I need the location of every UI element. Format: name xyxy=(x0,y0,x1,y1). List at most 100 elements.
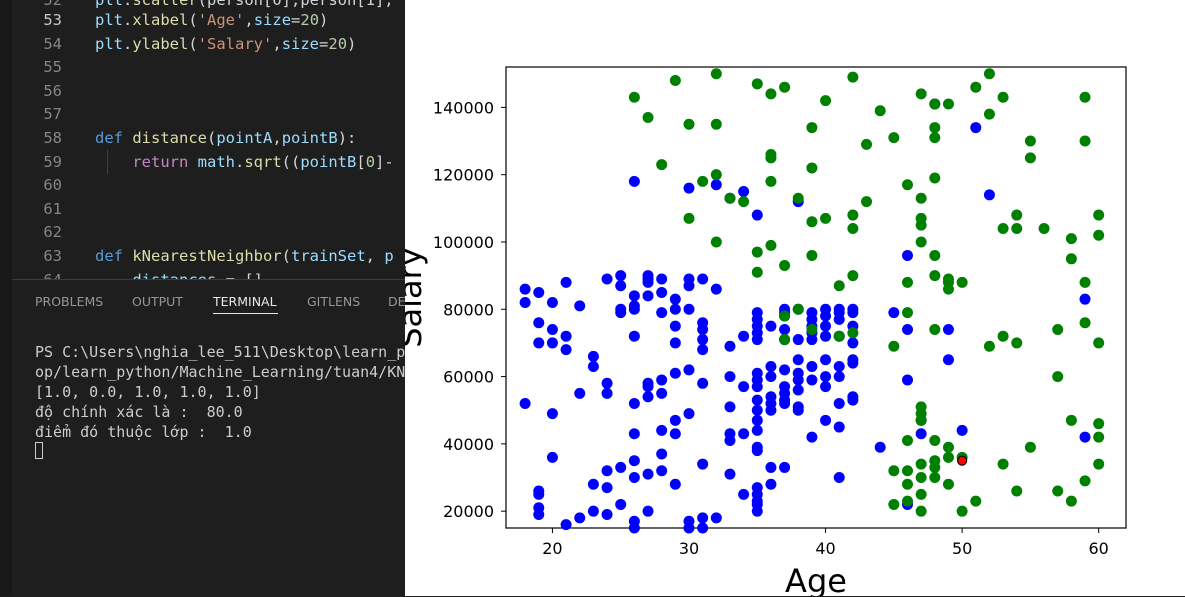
data-point xyxy=(615,270,627,282)
y-tick-label: 60000 xyxy=(443,368,494,387)
code-token: (person[0],person[1], xyxy=(197,0,394,9)
data-point xyxy=(738,196,750,208)
data-point xyxy=(901,495,913,507)
data-point xyxy=(792,354,804,366)
data-point xyxy=(615,280,627,292)
data-point xyxy=(656,286,668,298)
data-point xyxy=(942,283,954,295)
data-point xyxy=(765,461,777,473)
code-text: distances = [] xyxy=(95,268,263,279)
data-point xyxy=(820,381,832,393)
data-point xyxy=(956,276,968,288)
data-point xyxy=(656,448,668,460)
data-point xyxy=(915,414,927,426)
data-point xyxy=(983,108,995,120)
data-point xyxy=(669,303,681,315)
x-tick-label: 50 xyxy=(952,539,972,558)
code-token: 20 xyxy=(328,34,348,53)
code-token: 'Salary' xyxy=(197,34,273,53)
data-point xyxy=(751,381,763,393)
data-point xyxy=(1079,91,1091,103)
line-number: 56 xyxy=(43,81,62,100)
data-point xyxy=(751,404,763,416)
data-point xyxy=(1052,485,1064,497)
scatter-chart: 20 30 40 50 60 20000 40000 60000 80000 100000 1200… xyxy=(405,66,1127,596)
data-point xyxy=(546,408,558,420)
data-point xyxy=(833,280,845,292)
data-point xyxy=(929,270,941,282)
line-number: 52 xyxy=(43,0,62,9)
data-point xyxy=(683,408,695,420)
data-point xyxy=(1065,253,1077,265)
data-point xyxy=(1093,458,1105,470)
code-token: ( xyxy=(188,11,198,29)
data-point xyxy=(847,270,859,282)
data-point xyxy=(710,179,722,191)
code-token: sqrt xyxy=(244,152,282,171)
data-point xyxy=(533,509,545,521)
data-point xyxy=(956,424,968,436)
y-tick-label: 40000 xyxy=(443,435,494,454)
data-point xyxy=(560,330,572,342)
tab-debug-console[interactable]: DE xyxy=(388,294,405,309)
data-point xyxy=(560,276,572,288)
data-point xyxy=(615,461,627,473)
data-point xyxy=(820,354,832,366)
data-point xyxy=(669,428,681,440)
data-point xyxy=(779,334,791,346)
code-token xyxy=(95,271,132,279)
code-token: , xyxy=(272,34,282,53)
data-point xyxy=(792,374,804,386)
data-point xyxy=(1065,414,1077,426)
data-point xyxy=(1052,371,1064,383)
data-point xyxy=(765,88,777,100)
data-point xyxy=(697,512,709,524)
code-token: . xyxy=(123,11,133,29)
data-point xyxy=(915,458,927,470)
data-point xyxy=(710,236,722,248)
y-tick-label: 140000 xyxy=(433,98,494,117)
code-token: = [] xyxy=(216,271,263,279)
tab-gitlens[interactable]: GITLENS xyxy=(307,294,361,309)
code-token: distance xyxy=(132,129,207,147)
data-point xyxy=(656,159,668,171)
terminal-line: điểm đó thuộc lớp : 1.0 xyxy=(35,423,252,441)
x-tick-label: 30 xyxy=(679,539,699,558)
data-point xyxy=(710,512,722,524)
data-point xyxy=(751,445,763,457)
code-text: def kNearestNeighbor(trainSet, p xyxy=(95,244,394,268)
code-text: plt.scatter(person[0],person[1], xyxy=(95,0,394,12)
code-token: math xyxy=(197,152,235,171)
code-token: pointB xyxy=(300,152,357,171)
query-point xyxy=(957,455,968,466)
code-token: scatter xyxy=(132,0,198,9)
data-point xyxy=(929,172,941,184)
data-point xyxy=(779,323,791,335)
data-point xyxy=(806,334,818,346)
data-point xyxy=(656,307,668,319)
data-point xyxy=(628,175,640,187)
code-token xyxy=(188,153,197,171)
data-point xyxy=(683,182,695,194)
code-token: ( xyxy=(188,34,198,53)
data-point xyxy=(683,303,695,315)
data-point xyxy=(901,465,913,477)
data-point xyxy=(765,320,777,332)
data-point xyxy=(820,320,832,332)
code-token: = xyxy=(291,11,301,29)
data-point xyxy=(847,394,859,406)
data-point xyxy=(628,472,640,484)
tab-problems[interactable]: PROBLEMS xyxy=(35,294,104,309)
y-tick-label: 20000 xyxy=(443,502,494,521)
data-point xyxy=(915,192,927,204)
tab-output[interactable]: OUTPUT xyxy=(132,294,183,309)
code-editor[interactable]: 52 plt.scatter(person[0],person[1], 53 plt.… xyxy=(12,0,405,279)
tab-terminal[interactable]: TERMINAL xyxy=(213,294,277,309)
data-point xyxy=(628,290,640,302)
data-point xyxy=(1079,293,1091,305)
code-token: ) xyxy=(319,11,329,29)
data-point xyxy=(915,236,927,248)
code-token: xlabel xyxy=(132,11,189,29)
line-number: 54 xyxy=(43,34,62,53)
data-point xyxy=(901,323,913,335)
